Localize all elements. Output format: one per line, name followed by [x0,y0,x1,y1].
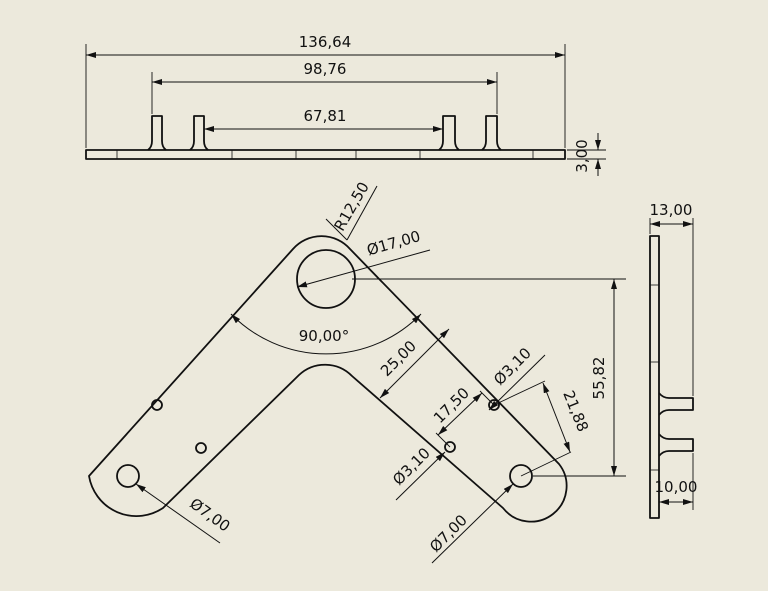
dim-overall-length: 136,64 [299,33,352,51]
small-hole-2 [195,442,207,454]
dim-arm-width: 25,00 [377,337,420,380]
leader-corner-radius [346,185,378,241]
dim-outer-tab-span: 98,76 [304,60,347,78]
bracket-outline [88,235,568,523]
small-hole-1 [151,399,163,411]
leader-small-hole-upper [488,354,546,411]
top-view-center-marks [116,150,534,159]
dim-small-hole-diameter-upper: Ø3,10 [490,344,535,389]
small-hole-lower [444,441,456,453]
end-hole-right [509,464,533,488]
dim-line-small-hole-spacing [437,392,483,436]
front-view: R12,50 Ø17,00 90,00° 25,00 17,50 Ø3,10 Ø… [88,179,626,564]
dim-line-arm-width [379,328,450,399]
top-view-tab-3 [438,115,460,151]
side-view: 13,00 10,00 [649,201,698,519]
dim-corner-radius: R12,50 [331,179,373,234]
top-view-plate [85,149,566,160]
leader-small-hole-lower [395,451,446,501]
dim-tab-height: 10,00 [655,478,698,496]
dim-hole-offset: 21,88 [559,388,592,435]
ext-small-hole-spacing-b [479,390,495,406]
dim-end-hole-diameter-right: Ø7,00 [426,511,471,556]
leader-end-hole-right [431,483,514,564]
top-view-tab-1 [147,115,167,151]
dim-small-hole-spacing: 17,50 [430,384,473,427]
dim-end-hole-diameter-left: Ø7,00 [186,494,233,535]
dim-inner-tab-gap: 67,81 [304,107,347,125]
dim-small-hole-diameter-lower: Ø3,10 [389,444,434,489]
end-hole-left [116,464,140,488]
dim-overall-depth: 13,00 [650,201,693,219]
ext-hole-offset-a [520,451,572,477]
dim-included-angle: 90,00° [299,327,349,345]
top-view-tab-4 [481,115,502,151]
dim-line-corner-radius [325,218,348,241]
leader-large-hole [296,249,431,288]
dim-vertical-offset: 55,82 [590,357,608,400]
top-view: 136,64 98,76 67,81 3,00 [85,33,606,176]
side-view-tab-upper [658,392,694,416]
side-view-plate [649,235,660,519]
leader-end-hole-left [135,483,221,544]
side-view-tab-lower [658,433,694,457]
dim-line-hole-offset [542,382,571,453]
top-view-tab-2 [189,115,209,151]
dim-plate-thickness: 3,00 [573,139,591,172]
ext-hole-offset-b [493,380,546,406]
